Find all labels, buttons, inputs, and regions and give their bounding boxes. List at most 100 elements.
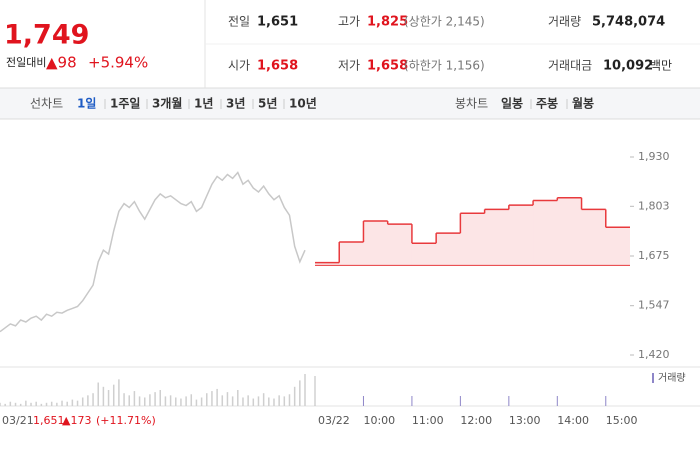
x-tick-label: 13:00 (509, 414, 541, 427)
area-fill (557, 197, 582, 266)
area-fill (533, 200, 558, 266)
tab[interactable]: 1년 (194, 97, 213, 111)
volume-bar (221, 395, 224, 406)
change-label: 전일대비 (6, 55, 46, 69)
volume-bar (25, 400, 27, 406)
volume-bar (35, 401, 37, 406)
volume-bar (206, 393, 208, 406)
volume-bar (237, 390, 239, 406)
volume-bar (273, 398, 275, 406)
x-tick-label: 11:00 (412, 414, 444, 427)
tab[interactable]: 일봉 (501, 97, 523, 111)
volume-bar (211, 391, 213, 406)
x-tick-label: 12:00 (460, 414, 492, 427)
volume-bar (268, 397, 270, 406)
y-tick-label: 1,803 (638, 199, 670, 212)
tab[interactable]: 3년 (226, 97, 245, 111)
volume-bar (242, 397, 244, 406)
x-tick-label: 15:00 (606, 414, 638, 427)
legend-swatch (652, 373, 654, 383)
volume-bar (56, 402, 58, 406)
volume-bar (61, 400, 63, 406)
stat-label: 저가 (338, 59, 360, 73)
tab-bar (0, 88, 700, 119)
volume-bar (66, 401, 68, 406)
stat-value: 1,825 (367, 15, 408, 30)
tab[interactable]: 5년 (258, 97, 277, 111)
stat-label: 고가 (338, 15, 360, 29)
stat-label: 전일 (228, 15, 250, 29)
prev-change: ▲173 (62, 414, 91, 427)
stat-value: 5,748,074 (592, 15, 665, 30)
volume-bar (226, 392, 229, 406)
today-date: 03/22 (318, 414, 350, 427)
volume-bar (9, 401, 12, 406)
volume-bar (164, 396, 167, 406)
stat-value: 10,092 (603, 59, 653, 74)
tab[interactable]: 1주일 (110, 97, 140, 111)
area-fill (387, 224, 412, 266)
volume-bar (4, 403, 6, 406)
volume-bar (87, 395, 89, 406)
volume-bar (190, 394, 193, 406)
volume-bar (76, 400, 79, 406)
area-fill (508, 205, 534, 266)
volume-bar (175, 397, 177, 406)
tab[interactable]: 월봉 (572, 96, 594, 111)
area-fill (436, 233, 461, 266)
area-fill (411, 243, 437, 266)
volume-bar (278, 395, 280, 406)
volume-bar (19, 403, 22, 406)
area-fill (484, 209, 509, 266)
volume-bar (195, 399, 198, 406)
volume-bar (159, 390, 162, 406)
stat-value: 1,658 (257, 59, 298, 74)
volume-bar (123, 393, 125, 406)
volume-bar (112, 384, 115, 406)
volume-bar (143, 397, 146, 406)
volume-bar (92, 393, 94, 406)
stat-label: 거래량 (548, 15, 581, 29)
volume-bar (262, 393, 265, 406)
stat-value: 1,658 (367, 59, 408, 74)
volume-bar (102, 386, 105, 406)
tab[interactable]: 3개월 (152, 96, 182, 111)
volume-bar (293, 386, 296, 406)
volume-bar (299, 380, 301, 406)
volume-bar (216, 388, 218, 406)
x-tick-label: 10:00 (363, 414, 395, 427)
volume-bar (133, 391, 136, 406)
volume-bar (180, 398, 182, 406)
volume-bar (200, 397, 203, 406)
stat-label: 거래대금 (548, 59, 592, 73)
volume-bar (257, 396, 260, 406)
previous-line (0, 171, 306, 333)
prev-change-pct: (+11.71%) (96, 414, 156, 427)
y-tick-label: 1,420 (638, 348, 670, 361)
volume-bar (185, 396, 187, 406)
stat-note: (상한가 2,145) (404, 15, 485, 29)
volume-bar (283, 396, 286, 406)
volume-bar (107, 390, 110, 406)
volume-bar (97, 382, 99, 406)
stat-value: 1,651 (257, 15, 298, 30)
volume-bar (45, 402, 48, 406)
volume-bar (128, 395, 130, 406)
tab[interactable]: 주봉 (536, 97, 558, 111)
area-fill (605, 227, 630, 266)
y-tick-label: 1,675 (638, 249, 670, 262)
prev-close: 1,651 (33, 414, 65, 427)
stat-unit: 백만 (650, 59, 672, 73)
x-tick-label: 14:00 (557, 414, 589, 427)
volume-bar (247, 395, 249, 406)
legend-label: 거래량 (658, 372, 686, 384)
area-fill (339, 242, 364, 266)
tab[interactable]: 1일 (77, 97, 96, 111)
volume-bar (169, 395, 172, 406)
area-fill (315, 262, 340, 266)
tab[interactable]: 10년 (289, 97, 317, 111)
prev-date: 03/21 (2, 414, 34, 427)
volume-bar (0, 402, 1, 406)
volume-bar (304, 374, 306, 406)
